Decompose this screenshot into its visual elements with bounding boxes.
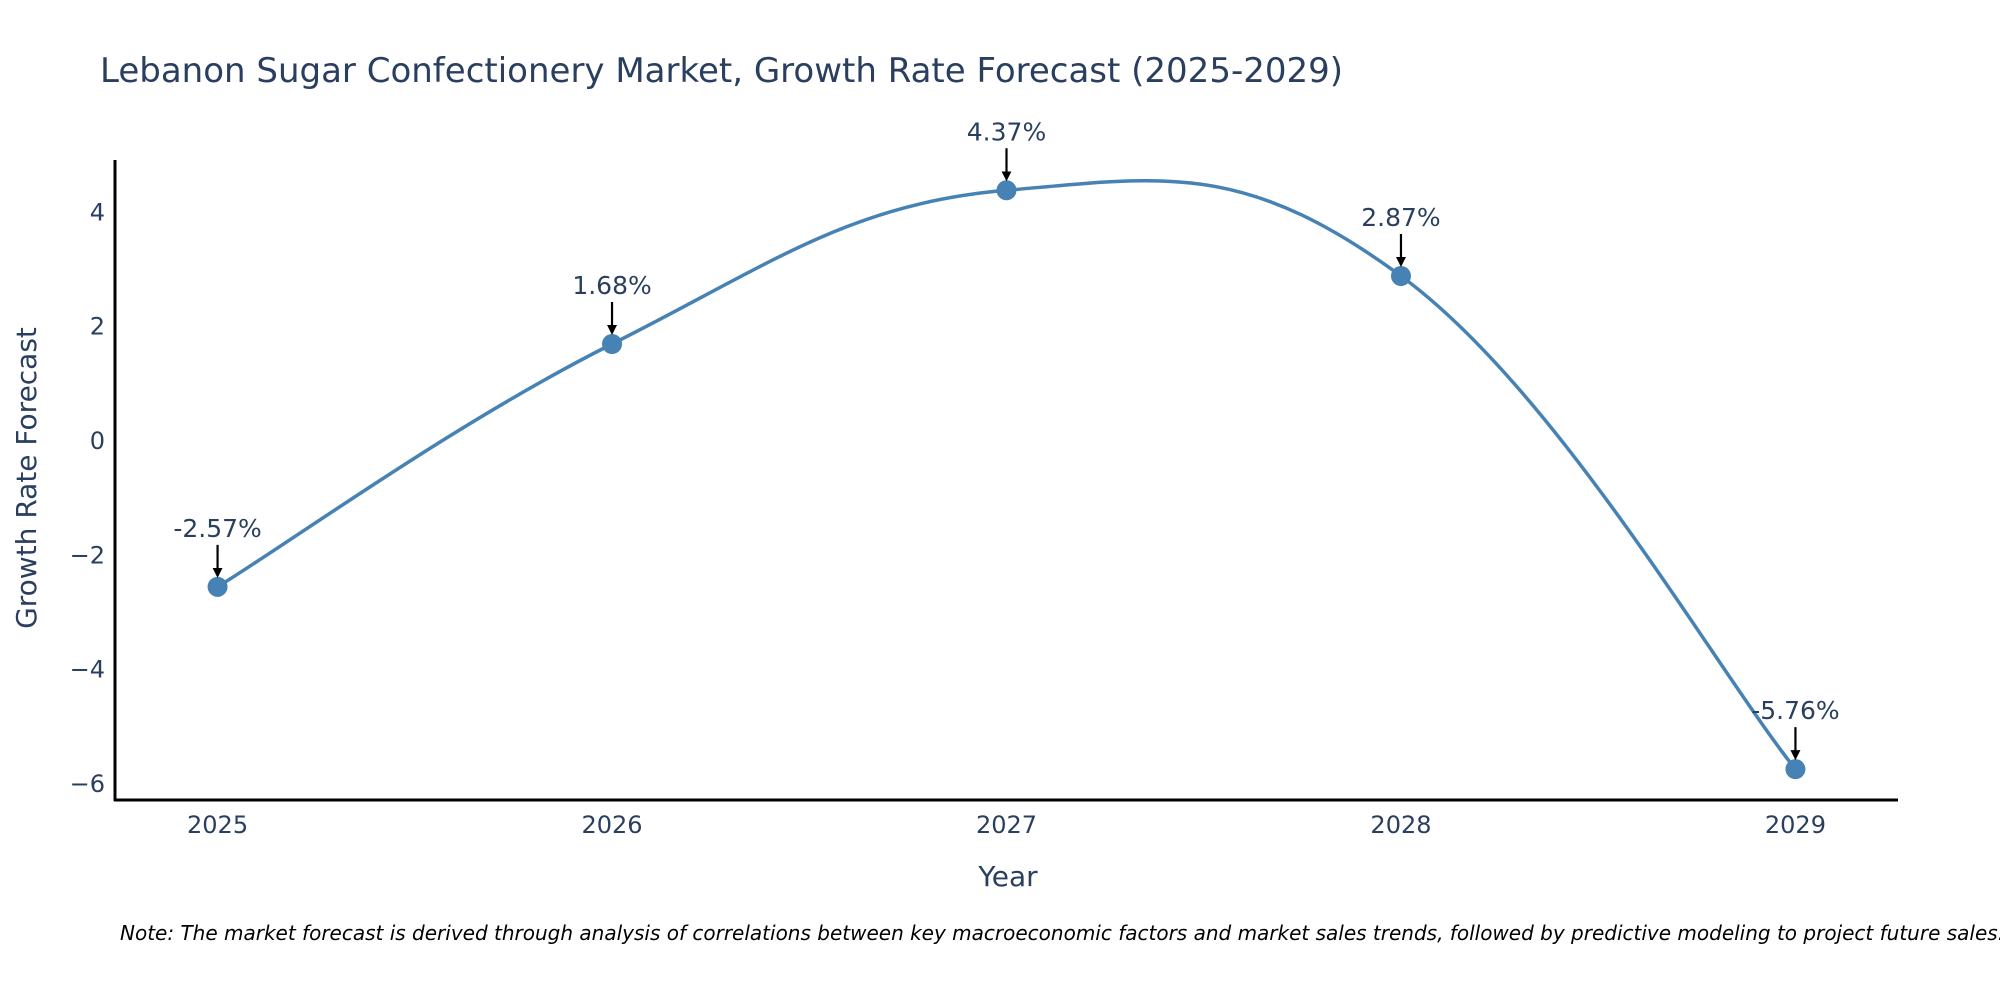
data-annotations: -2.57% 1.68% 4.37% 2.87% -5.76% bbox=[173, 117, 1840, 761]
y-tick-label: 0 bbox=[90, 427, 105, 455]
x-tick-label: 2028 bbox=[1370, 811, 1431, 839]
data-label: -2.57% bbox=[173, 514, 261, 543]
data-points bbox=[207, 180, 1806, 780]
data-point bbox=[1390, 266, 1411, 286]
y-tick-label: −2 bbox=[70, 541, 105, 569]
chart-note: Note: The market forecast is derived thr… bbox=[120, 921, 2000, 945]
axes bbox=[113, 160, 1898, 802]
chart-title: Lebanon Sugar Confectionery Market, Grow… bbox=[100, 51, 1343, 91]
data-label: 4.37% bbox=[967, 117, 1046, 146]
tick-labels: 4 2 0 −2 −4 −6 2025 2026 2027 2028 2029 bbox=[70, 198, 1826, 839]
y-tick-label: −4 bbox=[70, 656, 105, 684]
x-tick-label: 2027 bbox=[976, 811, 1037, 839]
y-tick-label: 4 bbox=[90, 198, 105, 226]
data-label: 1.68% bbox=[572, 271, 651, 300]
x-axis-title: Year bbox=[977, 860, 1038, 893]
data-point bbox=[207, 576, 228, 597]
data-point bbox=[1785, 759, 1806, 780]
data-label: -5.76% bbox=[1751, 696, 1839, 725]
data-point bbox=[602, 334, 623, 354]
data-point bbox=[996, 180, 1017, 201]
data-label: 2.87% bbox=[1361, 203, 1440, 232]
x-tick-label: 2026 bbox=[581, 811, 642, 839]
y-axis-title: Growth Rate Forecast bbox=[10, 327, 43, 629]
x-tick-label: 2029 bbox=[1765, 811, 1826, 839]
y-tick-label: 2 bbox=[90, 313, 105, 341]
x-tick-label: 2025 bbox=[187, 811, 248, 839]
y-tick-label: −6 bbox=[70, 770, 105, 798]
series-line bbox=[216, 178, 1797, 771]
series-line-path bbox=[216, 178, 1797, 771]
